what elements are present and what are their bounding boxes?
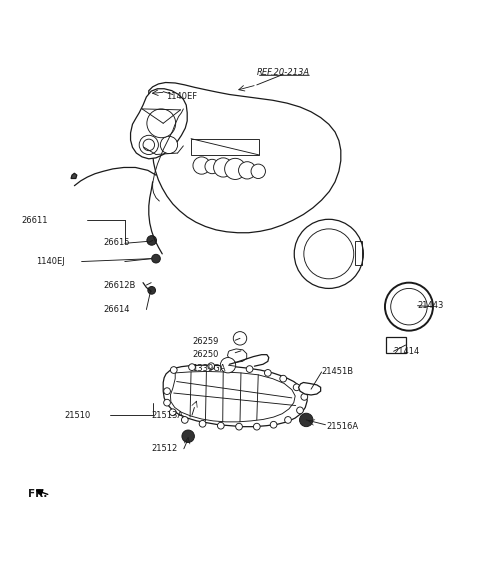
Circle shape <box>147 109 176 138</box>
Circle shape <box>236 423 242 430</box>
Circle shape <box>193 157 210 174</box>
Text: 21510: 21510 <box>65 411 91 419</box>
Text: 21451B: 21451B <box>322 367 354 376</box>
Circle shape <box>143 139 155 151</box>
Text: 21516A: 21516A <box>326 422 359 431</box>
Circle shape <box>170 367 177 374</box>
Circle shape <box>199 421 206 427</box>
Text: 26250: 26250 <box>192 350 218 359</box>
Circle shape <box>391 288 427 325</box>
Circle shape <box>246 366 253 372</box>
Circle shape <box>214 158 233 177</box>
Circle shape <box>164 388 170 394</box>
Circle shape <box>217 422 224 429</box>
Text: 21414: 21414 <box>394 347 420 356</box>
Polygon shape <box>228 349 247 362</box>
Circle shape <box>148 112 169 134</box>
Circle shape <box>301 394 308 401</box>
Circle shape <box>251 164 265 179</box>
Circle shape <box>227 363 234 370</box>
Circle shape <box>160 136 178 154</box>
Circle shape <box>280 375 287 382</box>
Circle shape <box>147 236 156 245</box>
Circle shape <box>189 364 195 371</box>
Circle shape <box>220 358 236 373</box>
Circle shape <box>253 423 260 430</box>
Circle shape <box>239 162 256 179</box>
Circle shape <box>293 384 300 391</box>
Circle shape <box>285 417 291 423</box>
Polygon shape <box>386 337 406 353</box>
Text: 21512: 21512 <box>151 444 178 453</box>
Polygon shape <box>299 383 321 395</box>
Circle shape <box>297 407 303 414</box>
Text: 21513A: 21513A <box>151 411 183 419</box>
Circle shape <box>294 219 363 288</box>
Text: 1140EJ: 1140EJ <box>36 257 65 266</box>
Text: 26611: 26611 <box>22 216 48 225</box>
Circle shape <box>385 282 433 331</box>
Polygon shape <box>300 230 357 278</box>
Circle shape <box>139 135 158 155</box>
Text: 26259: 26259 <box>192 337 218 346</box>
Polygon shape <box>163 365 307 427</box>
Text: 21443: 21443 <box>418 301 444 310</box>
Text: 1339GA: 1339GA <box>192 364 226 372</box>
Circle shape <box>304 229 354 279</box>
Text: 26615: 26615 <box>103 238 130 247</box>
Polygon shape <box>71 173 77 179</box>
Text: REF.20-213A: REF.20-213A <box>257 68 310 77</box>
Circle shape <box>169 409 176 415</box>
Text: FR.: FR. <box>28 489 47 499</box>
Circle shape <box>264 370 271 376</box>
Circle shape <box>233 332 247 345</box>
Text: 26612B: 26612B <box>103 281 135 289</box>
Circle shape <box>148 286 156 294</box>
Circle shape <box>225 158 246 179</box>
Circle shape <box>205 159 219 174</box>
Circle shape <box>182 430 194 442</box>
Circle shape <box>270 421 277 428</box>
Circle shape <box>208 363 215 370</box>
Text: 26614: 26614 <box>103 305 130 314</box>
Polygon shape <box>131 89 187 159</box>
Text: 1140EF: 1140EF <box>166 92 197 101</box>
Polygon shape <box>145 83 341 233</box>
Circle shape <box>152 254 160 263</box>
Circle shape <box>300 413 313 427</box>
Circle shape <box>181 417 188 423</box>
Circle shape <box>164 399 170 406</box>
